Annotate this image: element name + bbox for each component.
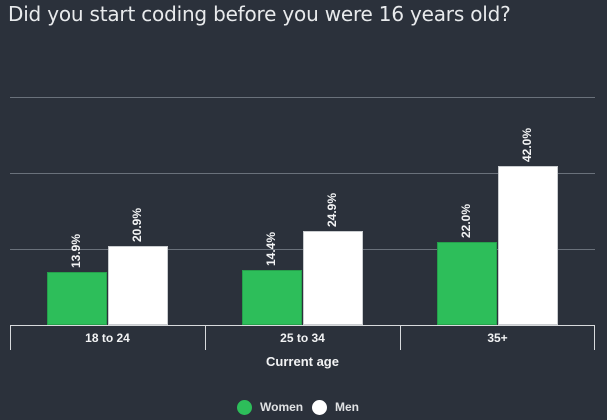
x-axis-tick: [400, 325, 401, 350]
x-tick-label-18-24: 18 to 24: [85, 331, 130, 345]
bar-men-35-plus[interactable]: [498, 166, 558, 325]
bar-men-18-24[interactable]: [108, 246, 168, 325]
bar-women-18-24[interactable]: [47, 272, 107, 325]
value-label-women-18-24: 13.9%: [69, 233, 83, 268]
value-label-women-25-34: 14.4%: [264, 231, 278, 266]
value-label-men-18-24: 20.9%: [130, 207, 144, 242]
x-axis-tick: [10, 325, 11, 350]
chart-title: Did you start coding before you were 16 …: [8, 2, 511, 26]
x-axis-title: Current age: [266, 354, 339, 369]
legend-swatch-women-icon: [237, 399, 252, 415]
bar-women-25-34[interactable]: [242, 270, 302, 325]
gridline-40: [10, 173, 595, 174]
gridline-20: [10, 249, 595, 250]
x-tick-label-25-34: 25 to 34: [280, 331, 325, 345]
legend-label-men: Men: [335, 400, 359, 414]
legend: Women Men: [0, 398, 607, 416]
x-axis-tick: [205, 325, 206, 350]
bar-women-35-plus[interactable]: [437, 242, 497, 325]
x-tick-label-35-plus: 35+: [487, 331, 508, 345]
x-axis-line: [10, 325, 595, 326]
value-label-men-35-plus: 42.0%: [520, 127, 534, 162]
legend-item-women[interactable]: Women: [237, 398, 303, 416]
gridline-60: [10, 97, 595, 98]
legend-swatch-men-icon: [312, 399, 327, 415]
legend-item-men[interactable]: Men: [312, 398, 359, 416]
legend-label-women: Women: [260, 400, 304, 414]
value-label-women-35-plus: 22.0%: [459, 203, 473, 238]
bar-men-25-34[interactable]: [303, 231, 363, 325]
value-label-men-25-34: 24.9%: [325, 192, 339, 227]
x-axis-tick: [594, 325, 595, 350]
